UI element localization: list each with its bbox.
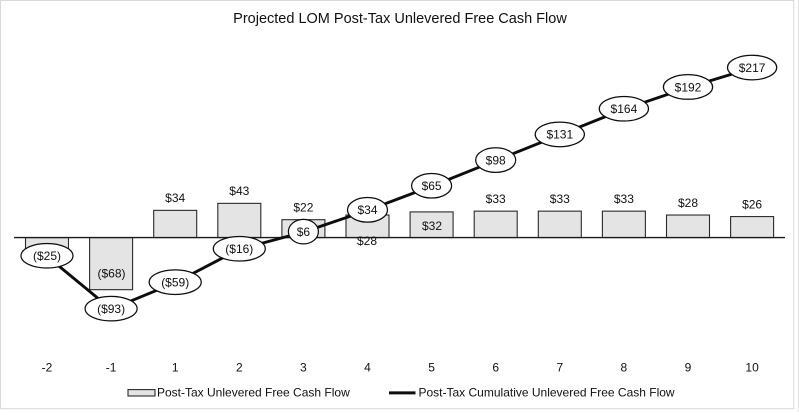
svg-text:$43: $43 — [229, 184, 249, 198]
svg-text:6: 6 — [492, 361, 499, 375]
svg-text:-1: -1 — [106, 361, 117, 375]
svg-text:$34: $34 — [357, 203, 377, 217]
svg-text:Post-Tax Unlevered Free Cash F: Post-Tax Unlevered Free Cash Flow — [157, 385, 350, 399]
svg-text:$33: $33 — [486, 192, 506, 206]
svg-text:$26: $26 — [742, 197, 762, 211]
svg-text:8: 8 — [621, 361, 628, 375]
svg-text:10: 10 — [745, 361, 759, 375]
svg-text:$192: $192 — [675, 80, 702, 94]
svg-text:$131: $131 — [546, 128, 573, 142]
svg-text:($16): ($16) — [225, 242, 253, 256]
svg-text:$6: $6 — [297, 225, 311, 239]
svg-text:$33: $33 — [550, 192, 570, 206]
svg-text:($93): ($93) — [97, 302, 125, 316]
svg-text:$33: $33 — [614, 192, 634, 206]
svg-text:$34: $34 — [165, 191, 185, 205]
svg-text:$22: $22 — [293, 200, 313, 214]
svg-text:-2: -2 — [42, 361, 53, 375]
svg-text:$28: $28 — [678, 196, 698, 210]
svg-text:Projected LOM Post-Tax Unlever: Projected LOM Post-Tax Unlevered Free Ca… — [233, 11, 567, 27]
svg-text:1: 1 — [172, 361, 179, 375]
svg-text:($59): ($59) — [161, 275, 189, 289]
svg-text:$28: $28 — [357, 234, 377, 248]
svg-text:$32: $32 — [422, 219, 442, 233]
svg-text:($25): ($25) — [33, 249, 61, 263]
svg-text:$98: $98 — [486, 153, 506, 167]
svg-text:5: 5 — [428, 361, 435, 375]
svg-text:7: 7 — [556, 361, 563, 375]
svg-text:$65: $65 — [422, 179, 442, 193]
svg-text:Post-Tax Cumulative Unlevered: Post-Tax Cumulative Unlevered Free Cash … — [419, 385, 675, 399]
svg-text:9: 9 — [685, 361, 692, 375]
svg-text:2: 2 — [236, 361, 243, 375]
svg-text:$164: $164 — [611, 102, 638, 116]
svg-text:3: 3 — [300, 361, 307, 375]
svg-text:($68): ($68) — [97, 266, 125, 280]
svg-text:$217: $217 — [739, 61, 766, 75]
svg-text:4: 4 — [364, 361, 371, 375]
